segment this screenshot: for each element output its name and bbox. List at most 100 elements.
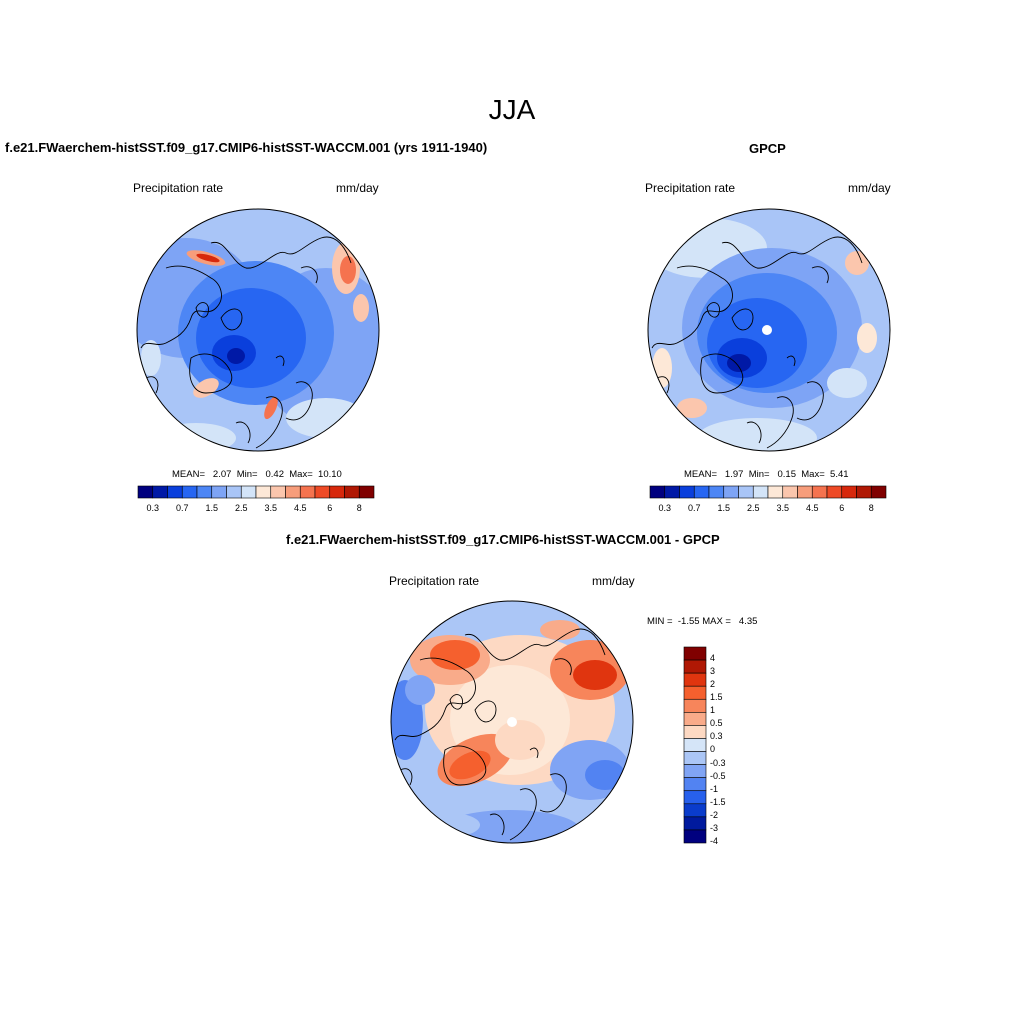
model-colorbar-swatch (344, 485, 360, 499)
model-variable-label: Precipitation rate (133, 181, 224, 195)
diff-colorbar-tick-label: 4 (710, 653, 716, 663)
obs-colorbar-tick-label: 0.7 (687, 503, 701, 513)
model-colorbar-swatch (240, 485, 257, 499)
diff-max-label: MAX = (702, 616, 731, 627)
obs-min-value: 0.15 (777, 469, 796, 480)
model-colorbar (137, 485, 375, 499)
obs-colorbar-swatch (767, 485, 784, 499)
diff-max-value: 4.35 (738, 616, 758, 627)
obs-colorbar-swatch (841, 485, 857, 499)
diff-colorbar-swatch (683, 829, 707, 844)
model-colorbar-swatch (255, 485, 272, 499)
model-min-value: 0.42 (265, 469, 284, 480)
obs-colorbar-swatch (679, 485, 695, 499)
model-colorbar-swatch (270, 485, 286, 499)
obs-colorbar-swatch (723, 485, 739, 499)
obs-mean-label: MEAN= (684, 469, 717, 480)
diff-colorbar-swatch (683, 712, 707, 726)
model-colorbar-swatch (314, 485, 331, 499)
obs-colorbar-swatch (738, 485, 754, 499)
obs-max-label: Max= (801, 469, 825, 480)
diff-colorbar-tick-label: -3 (710, 822, 719, 833)
model-colorbar-tick-label: 6 (327, 503, 333, 513)
model-max-value: 10.10 (318, 469, 342, 480)
model-colorbar-tick-label: 0.3 (146, 503, 159, 513)
obs-colorbar-tick-label: 8 (868, 503, 874, 513)
diff-min-value: -1.55 (677, 616, 700, 627)
diff-colorbar-swatch (683, 790, 707, 805)
obs-variable-label: Precipitation rate (645, 181, 736, 195)
diff-colorbar-swatch (683, 698, 707, 713)
obs-colorbar-swatch (797, 485, 813, 499)
model-colorbar-swatch (358, 485, 375, 499)
diff-colorbar-swatch (683, 764, 707, 778)
obs-colorbar-swatch (664, 485, 680, 499)
diff-colorbar-swatch (683, 685, 707, 700)
diff-colorbar-tick-label: -2 (710, 809, 719, 820)
diff-colorbar-swatch (683, 646, 707, 661)
model-colorbar-tick-label: 2.5 (234, 503, 248, 513)
model-mean-value: 2.07 (212, 469, 232, 480)
diff-colorbar-tick-label: 1.5 (710, 692, 723, 703)
diff-colorbar-swatch (683, 803, 707, 818)
obs-colorbar-swatch (870, 485, 887, 499)
diff-panel-title: f.e21.FWaerchem-histSST.f09_g17.CMIP6-hi… (286, 532, 720, 547)
model-units-label: mm/day (336, 181, 379, 195)
diff-colorbar-swatch (683, 777, 707, 792)
model-colorbar-swatch (329, 485, 345, 499)
diff-precip-map (390, 600, 634, 844)
obs-colorbar-swatch (708, 485, 725, 499)
diff-units-label: mm/day (592, 574, 635, 588)
model-colorbar-swatch (181, 485, 198, 499)
model-colorbar-tick-label: 4.5 (293, 503, 307, 513)
obs-colorbar-swatch (826, 485, 843, 499)
obs-precip-map (647, 208, 891, 452)
model-precip-map (136, 208, 380, 452)
obs-colorbar-tick-label: 3.5 (776, 503, 789, 513)
obs-colorbar-swatch (782, 485, 798, 499)
obs-colorbar-tick-label: 6 (839, 503, 845, 513)
model-colorbar-tick-label: 0.7 (175, 503, 189, 513)
obs-min-label: Min= (748, 469, 770, 480)
model-stats: MEAN= 2.07 Min= 0.42 Max= 10.10 (172, 469, 342, 480)
diff-colorbar-swatch (683, 659, 707, 674)
diff-colorbar-swatch (683, 738, 707, 752)
obs-colorbar-swatch (811, 485, 828, 499)
obs-colorbar-swatch (649, 485, 666, 499)
diff-colorbar-swatch (683, 725, 707, 739)
model-colorbar-tick-label: 1.5 (205, 503, 218, 513)
model-colorbar-tick-label: 3.5 (264, 503, 277, 513)
diff-colorbar-swatch (683, 751, 707, 765)
model-panel-title: f.e21.FWaerchem-histSST.f09_g17.CMIP6-hi… (5, 140, 488, 155)
diff-colorbar-swatch (683, 672, 707, 687)
diff-colorbar-tick-label: 1 (710, 705, 716, 716)
model-colorbar-swatch (211, 485, 227, 499)
model-colorbar-swatch (137, 485, 154, 499)
obs-colorbar-swatch (693, 485, 710, 499)
obs-units-label: mm/day (848, 181, 891, 195)
model-min-label: Min= (236, 469, 258, 480)
obs-colorbar-tick-label: 0.3 (658, 503, 671, 513)
diff-colorbar-tick-label: 3 (710, 666, 716, 677)
obs-stats: MEAN= 1.97 Min= 0.15 Max= 5.41 (684, 469, 849, 480)
diff-colorbar-tick-label: -1.5 (710, 796, 726, 807)
diff-colorbar-tick-label: -0.3 (710, 757, 726, 768)
diff-colorbar-tick-label: 2 (710, 679, 716, 690)
model-colorbar-swatch (299, 485, 316, 499)
diff-colorbar-tick-label: -0.5 (710, 770, 726, 781)
model-mean-label: MEAN= (172, 469, 205, 480)
model-colorbar-swatch (196, 485, 213, 499)
obs-panel-title: GPCP (749, 141, 786, 156)
diff-min-label: MIN = (647, 616, 673, 627)
diff-colorbar-tick-label: 0 (710, 744, 716, 755)
diff-colorbar (683, 646, 707, 844)
diff-colorbar-tick-label: 0.5 (710, 718, 723, 729)
obs-max-value: 5.41 (830, 469, 849, 480)
obs-colorbar-swatch (752, 485, 769, 499)
diff-colorbar-tick-label: 0.3 (710, 731, 723, 742)
diff-colorbar-tick-label: -4 (710, 835, 719, 846)
diff-minmax: MIN = -1.55 MAX = 4.35 (647, 616, 757, 627)
obs-colorbar-tick-label: 2.5 (746, 503, 760, 513)
main-title: JJA (488, 94, 536, 125)
model-colorbar-swatch (152, 485, 168, 499)
